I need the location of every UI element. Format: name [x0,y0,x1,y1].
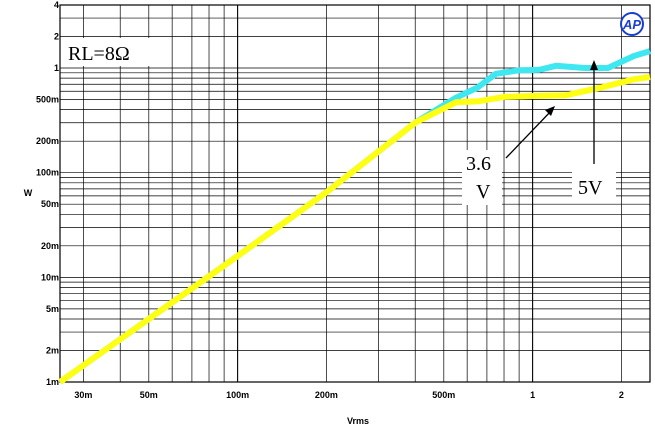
x-tick-label: 500m [432,390,455,400]
y-tick-label: 200m [36,136,59,146]
y-tick-label: 5m [46,304,59,314]
ap-logo-ring [620,12,644,36]
rl-label-bg [66,38,156,66]
arrow-5v-head [590,60,598,70]
y-tick-label: 2m [46,345,59,355]
x-tick-label: 30m [74,390,92,400]
rl-label: RL=8Ω [68,43,130,65]
y-tick-label: 1m [46,377,59,387]
callout-5v-bg [572,172,616,200]
y-tick-label: 10m [41,272,59,282]
tick-labels: 30m 50m 100m 200m 500m 1 2 1m 2m 5m 10m 20m 50m 100m 2… [36,0,624,400]
y-tick-label: 2 [54,32,59,42]
callout-5v-label: 5V [578,177,603,199]
x-tick-label: 100m [226,390,249,400]
ap-logo: AP [620,12,644,36]
x-tick-label: 1 [530,390,535,400]
ap-logo-text: AP [622,17,641,32]
plot-frame [59,4,651,383]
y-tick-label: 20m [41,241,59,251]
arrow-3v6-head [545,106,555,116]
series-line-3v6 [58,74,651,385]
y-tick-label: 50m [41,199,59,209]
callout-3v6-line2: V [476,181,491,203]
series-layer [58,48,651,385]
callout-3v6-line1: 3.6 [466,153,491,175]
y-tick-label: 1 [54,63,59,73]
x-tick-label: 200m [315,390,338,400]
x-axis-label: Vrms [347,416,369,426]
y-tick-label: 4 [54,0,59,10]
callout-3v6-bg [462,150,502,205]
y-axis-label: W [24,188,33,198]
x-tick-label: 50m [140,390,158,400]
y-tick-label: 500m [36,95,59,105]
y-tick-label: 100m [36,168,59,178]
x-tick-label: 2 [619,390,624,400]
arrow-3v6-line [505,109,553,159]
